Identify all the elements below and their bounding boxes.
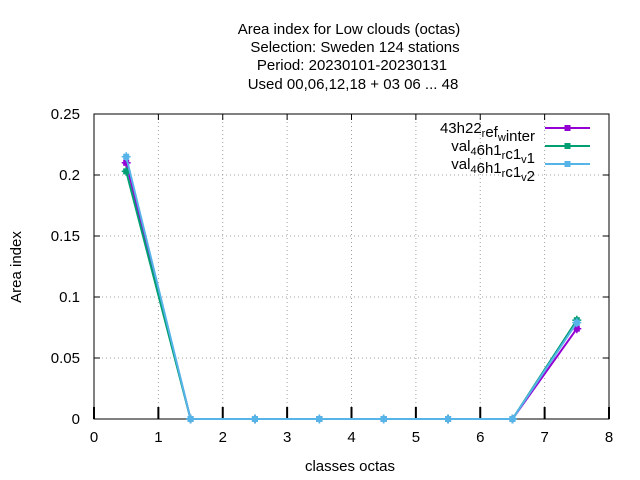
y-tick-labels: 0 0.05 0.1 0.15 0.2 0.25 bbox=[51, 106, 80, 428]
legend-label: val46h1rc1v1 bbox=[451, 138, 535, 167]
title-line-4: Used 00,06,12,18 + 03 06 ... 48 bbox=[248, 76, 459, 93]
x-axis-label: classes octas bbox=[305, 458, 395, 475]
y-tick-label: 0.1 bbox=[59, 289, 80, 306]
title-line-2: Selection: Sweden 124 stations bbox=[250, 39, 459, 56]
legend-marker bbox=[564, 161, 571, 167]
x-tick-label: 8 bbox=[605, 429, 613, 446]
series-line bbox=[125, 156, 578, 420]
legend-label-part: 6h1 bbox=[477, 142, 502, 159]
series-layer bbox=[121, 152, 582, 424]
x-tick-label: 7 bbox=[540, 429, 548, 446]
title-line-1: Area index for Low clouds (octas) bbox=[238, 21, 461, 38]
legend-label-subscript: r bbox=[482, 128, 486, 140]
legend-label-subscript: v bbox=[521, 154, 527, 166]
legend-label-subscript: v bbox=[521, 172, 527, 184]
legend-label-subscript: 4 bbox=[470, 146, 476, 158]
x-tick-label: 5 bbox=[412, 429, 420, 446]
legend-marker bbox=[564, 143, 571, 149]
chart-title: Area index for Low clouds (octas) Select… bbox=[238, 21, 461, 93]
y-axis-label: Area index bbox=[8, 231, 25, 303]
series-3 bbox=[121, 152, 582, 424]
grid bbox=[94, 114, 609, 419]
legend-label: val46h1rc1v2 bbox=[451, 156, 535, 185]
legend-label-part: 43h22 bbox=[440, 120, 482, 137]
legend-label-part: c1 bbox=[505, 164, 521, 181]
legend-label-subscript: r bbox=[502, 168, 506, 180]
x-tick-label: 3 bbox=[283, 429, 291, 446]
legend-label-part: inter bbox=[506, 128, 535, 145]
legend-label-subscript: r bbox=[502, 150, 506, 162]
y-tick-label: 0 bbox=[72, 411, 80, 428]
series-2 bbox=[121, 166, 582, 424]
legend-label-part: ef bbox=[485, 124, 498, 141]
x-tick-label: 4 bbox=[347, 429, 355, 446]
y-tick-label: 0.05 bbox=[51, 350, 80, 367]
x-tick-label: 1 bbox=[154, 429, 162, 446]
y-tick-label: 0.15 bbox=[51, 228, 80, 245]
legend-label-part: 1 bbox=[527, 150, 535, 167]
x-tick-label: 6 bbox=[476, 429, 484, 446]
legend-label-part: val bbox=[451, 156, 470, 173]
legend-label-subscript: 4 bbox=[470, 164, 476, 176]
legend-label-part: 6h1 bbox=[477, 160, 502, 177]
legend-entry-1: 43h22refwinter bbox=[440, 120, 590, 145]
legend-marker bbox=[564, 125, 571, 131]
legend-entry-2: val46h1rc1v1 bbox=[451, 138, 590, 167]
y-tick-label: 0.2 bbox=[59, 167, 80, 184]
x-tick-labels: 0 1 2 3 4 5 6 7 8 bbox=[90, 429, 613, 446]
legend-label-part: 2 bbox=[527, 168, 535, 185]
x-tick-label: 2 bbox=[219, 429, 227, 446]
legend-label-subscript: w bbox=[497, 132, 506, 144]
legend-entry-3: val46h1rc1v2 bbox=[451, 156, 590, 185]
title-line-3: Period: 20230101-20230131 bbox=[257, 57, 447, 74]
legend-label-part: val bbox=[451, 138, 470, 155]
legend-label-part: c1 bbox=[505, 146, 521, 163]
tick-marks bbox=[93, 113, 610, 420]
legend-label: 43h22refwinter bbox=[440, 120, 535, 145]
series-line bbox=[125, 171, 578, 420]
y-tick-label: 0.25 bbox=[51, 106, 80, 123]
x-tick-label: 0 bbox=[90, 429, 98, 446]
